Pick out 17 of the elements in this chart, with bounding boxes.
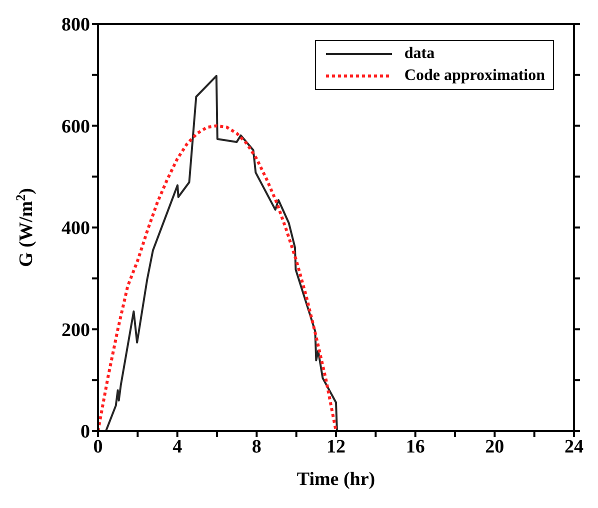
y-tick-label: 600 — [62, 116, 90, 138]
y-tick-label: 0 — [80, 422, 90, 443]
y-tick-label: 200 — [62, 320, 90, 341]
legend-label: Code approximation — [404, 67, 545, 85]
line-series — [98, 124, 338, 431]
y-tick-label: 800 — [62, 14, 90, 36]
x-axis-title: Time (hr) — [296, 469, 376, 490]
x-tick-label: 24 — [564, 436, 584, 458]
x-tick-label: 20 — [485, 436, 504, 458]
legend-label: data — [404, 45, 435, 63]
x-tick-label: 8 — [252, 436, 262, 458]
x-tick-label: 16 — [406, 436, 425, 458]
line-series — [104, 74, 338, 431]
x-tick-label: 0 — [93, 436, 103, 458]
y-tick-label: 400 — [62, 218, 90, 240]
x-tick-label: 12 — [326, 436, 346, 458]
x-tick-label: 4 — [172, 436, 183, 458]
